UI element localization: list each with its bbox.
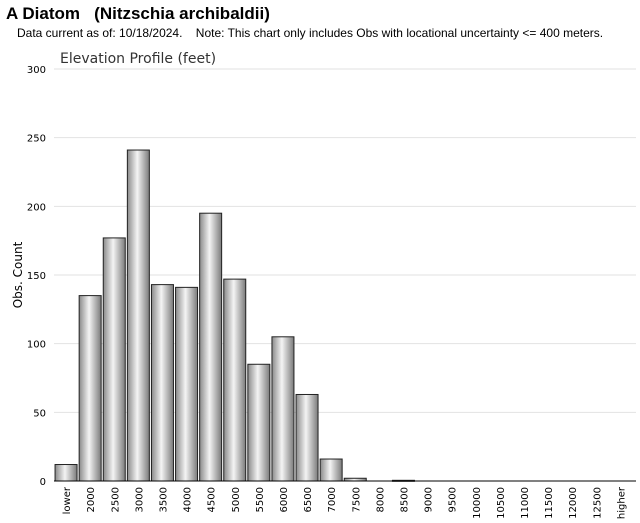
y-tick-label: 100 xyxy=(27,340,46,351)
x-tick-label: 11000 xyxy=(520,487,531,519)
x-tick-label: 2500 xyxy=(110,487,121,512)
x-tick-label: 6000 xyxy=(279,487,290,512)
y-tick-labels: 0 50 100 150 200 250 300 xyxy=(27,65,46,488)
x-tick-label: 6500 xyxy=(303,487,314,512)
bar-5500 xyxy=(247,363,271,482)
bar-6500 xyxy=(295,393,319,482)
x-tick-label: 3000 xyxy=(134,487,145,512)
x-tick-label: lower xyxy=(62,486,73,514)
bar-3500 xyxy=(150,284,174,482)
x-tick-label: 5500 xyxy=(255,487,266,512)
x-tick-label: 10500 xyxy=(496,487,507,519)
bar-6000 xyxy=(271,336,295,482)
bar-4500 xyxy=(199,212,223,482)
x-tick-label: 10000 xyxy=(472,487,483,519)
x-tick-label: 5000 xyxy=(231,487,242,512)
x-tick-label: 11500 xyxy=(544,487,555,519)
bar-7000 xyxy=(319,458,343,482)
bar-lower xyxy=(54,464,78,482)
y-tick-label: 50 xyxy=(33,408,46,419)
bar-2500 xyxy=(102,237,126,482)
y-tick-label: 250 xyxy=(27,134,46,145)
x-tick-label: 2000 xyxy=(86,487,97,512)
x-tick-label: 12000 xyxy=(568,487,579,519)
x-tick-label: 7000 xyxy=(327,487,338,512)
x-tick-label: 4000 xyxy=(183,487,194,512)
data-note: Data current as of: 10/18/2024. Note: Th… xyxy=(17,26,604,40)
page-title: A Diatom (Nitzschia archibaldii) xyxy=(6,4,270,23)
x-tick-label: 8000 xyxy=(375,487,386,512)
bars xyxy=(54,149,415,482)
x-tick-label: 12500 xyxy=(592,487,603,519)
bar-3000 xyxy=(126,149,150,482)
y-tick-label: 300 xyxy=(27,65,46,76)
x-tick-label: 8500 xyxy=(399,487,410,512)
y-tick-label: 200 xyxy=(27,202,46,213)
y-axis-label: Obs. Count xyxy=(11,241,25,308)
x-tick-label: 7500 xyxy=(351,487,362,512)
x-tick-labels: lower 2000 2500 3000 3500 4000 4500 5000 5500 600… xyxy=(62,486,627,519)
y-tick-label: 150 xyxy=(27,271,46,282)
bar-4000 xyxy=(175,286,199,482)
chart-title: Elevation Profile (feet) xyxy=(60,51,216,67)
x-tick-label: 3500 xyxy=(158,487,169,512)
y-tick-label: 0 xyxy=(40,477,46,488)
x-tick-label: 9000 xyxy=(424,487,435,512)
x-tick-label: higher xyxy=(616,486,627,519)
bar-5000 xyxy=(223,278,247,482)
bar-2000 xyxy=(78,295,102,482)
x-tick-label: 9500 xyxy=(448,487,459,512)
x-tick-label: 4500 xyxy=(207,487,218,512)
